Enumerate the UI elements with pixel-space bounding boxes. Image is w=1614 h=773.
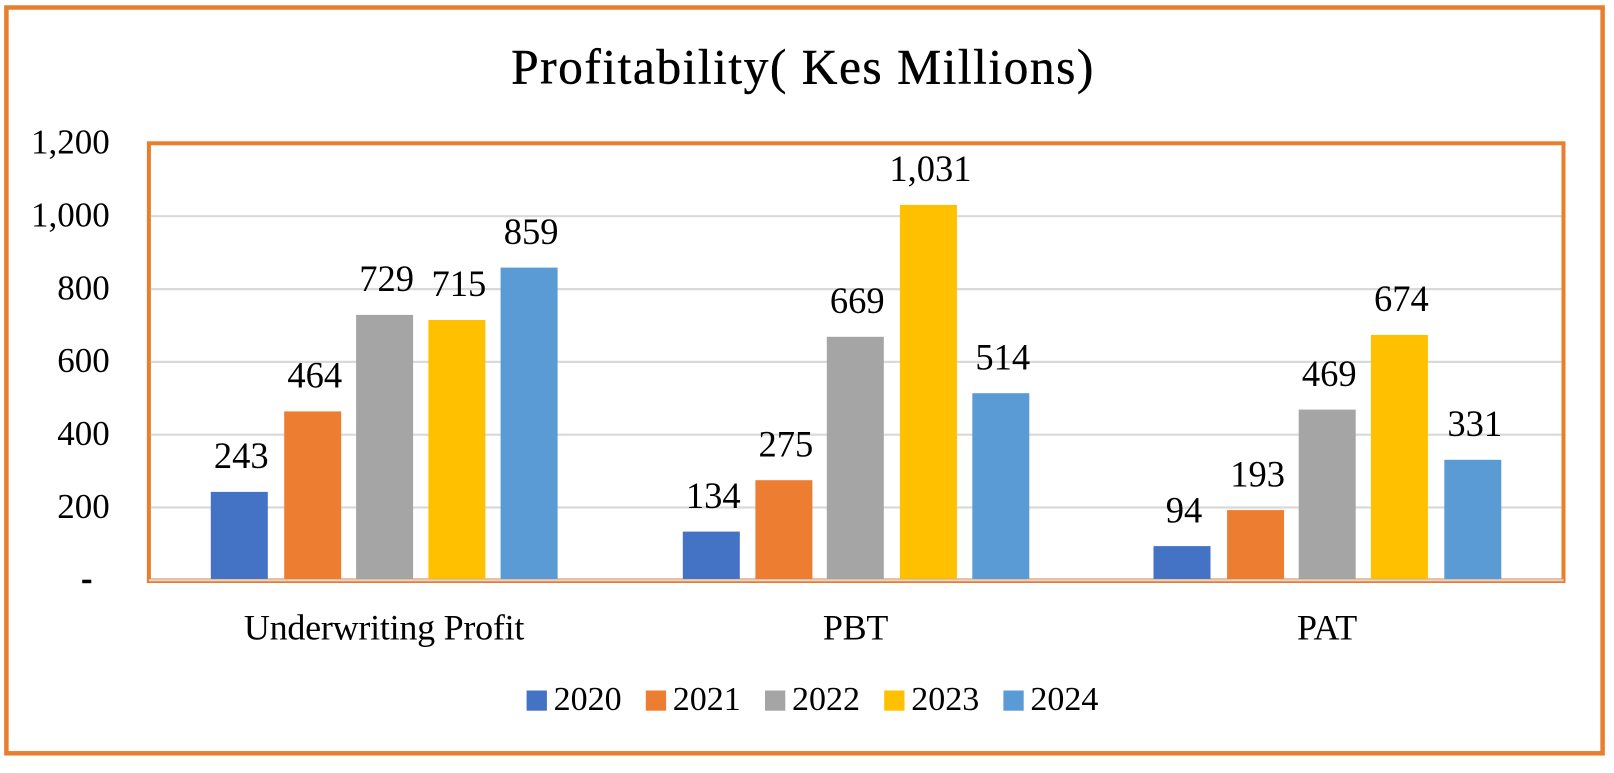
svg-text:400: 400 — [57, 414, 110, 453]
svg-text:859: 859 — [504, 211, 559, 252]
svg-text:1,200: 1,200 — [31, 123, 110, 162]
svg-text:134: 134 — [686, 475, 741, 516]
svg-text:600: 600 — [57, 341, 110, 380]
svg-text:800: 800 — [57, 268, 110, 307]
svg-text:193: 193 — [1230, 453, 1285, 494]
svg-text:729: 729 — [359, 258, 414, 299]
svg-text:669: 669 — [830, 280, 885, 321]
svg-text:PBT: PBT — [823, 607, 889, 647]
svg-text:200: 200 — [57, 487, 110, 526]
svg-text:2024: 2024 — [1030, 681, 1098, 718]
svg-text:715: 715 — [432, 263, 487, 304]
svg-text:464: 464 — [287, 355, 342, 396]
svg-text:331: 331 — [1447, 403, 1502, 444]
svg-text:469: 469 — [1302, 353, 1357, 394]
svg-text:674: 674 — [1374, 278, 1429, 319]
svg-text:1,000: 1,000 — [31, 196, 110, 235]
svg-text:2020: 2020 — [554, 681, 622, 718]
svg-text:243: 243 — [214, 435, 269, 476]
svg-text:94: 94 — [1166, 489, 1203, 530]
svg-text:Profitability( Kes Millions): Profitability( Kes Millions) — [511, 40, 1095, 95]
svg-text:2023: 2023 — [911, 681, 979, 718]
svg-text:2022: 2022 — [792, 681, 860, 718]
svg-text:514: 514 — [975, 336, 1030, 377]
svg-text:2021: 2021 — [673, 681, 741, 718]
svg-text:275: 275 — [759, 423, 814, 464]
svg-text:Underwriting Profit: Underwriting Profit — [244, 607, 524, 647]
svg-text:1,031: 1,031 — [889, 148, 971, 189]
svg-text:PAT: PAT — [1297, 607, 1357, 647]
